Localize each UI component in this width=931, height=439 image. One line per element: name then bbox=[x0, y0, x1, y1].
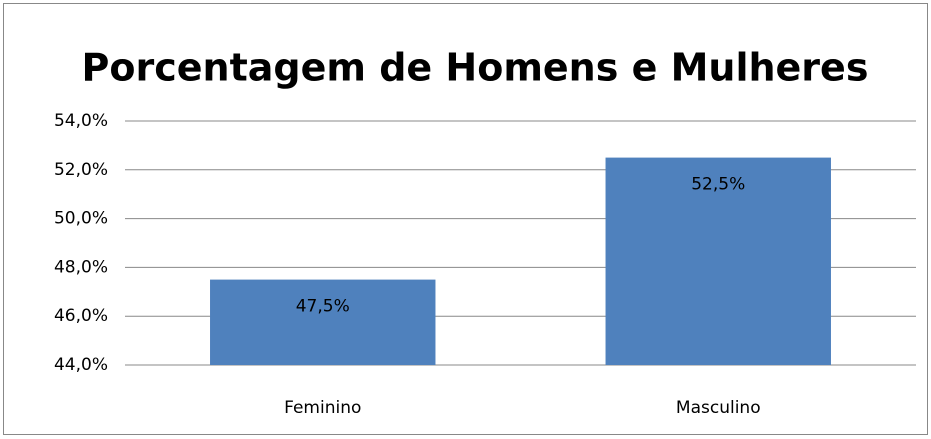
x-tick-label: Feminino bbox=[284, 398, 361, 418]
bar bbox=[605, 157, 831, 365]
value-label: 47,5% bbox=[296, 297, 350, 317]
y-tick-label: 52,0% bbox=[54, 160, 108, 180]
value-label: 52,5% bbox=[691, 175, 745, 195]
y-tick-label: 48,0% bbox=[54, 257, 108, 277]
y-tick-label: 46,0% bbox=[54, 306, 108, 326]
y-tick-label: 54,0% bbox=[54, 111, 108, 131]
y-tick-label: 44,0% bbox=[54, 355, 108, 375]
bar bbox=[210, 279, 436, 365]
chart-title: Porcentagem de Homens e Mulheres bbox=[82, 46, 869, 90]
x-tick-label: Masculino bbox=[676, 398, 761, 418]
y-tick-label: 50,0% bbox=[54, 209, 108, 229]
